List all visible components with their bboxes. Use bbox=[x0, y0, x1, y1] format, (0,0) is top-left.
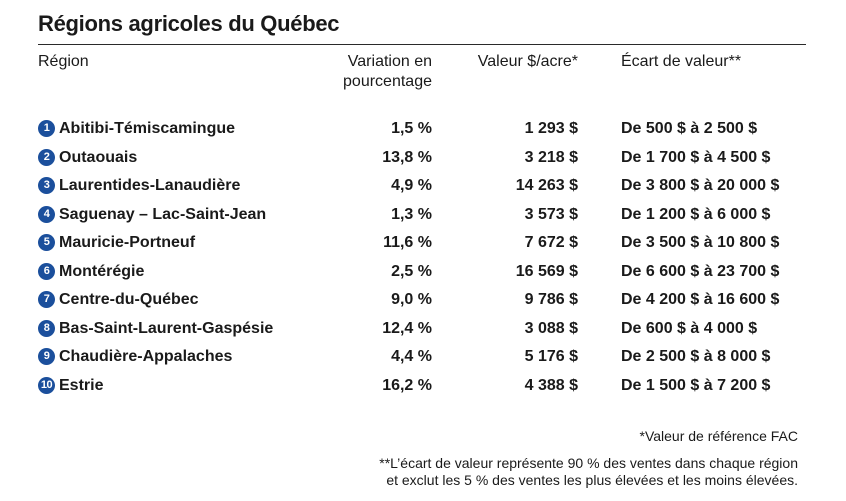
region-ecart: De 6 600 $ à 23 700 $ bbox=[621, 262, 780, 280]
region-name: Mauricie-Portneuf bbox=[59, 234, 196, 251]
region-name: Estrie bbox=[59, 376, 104, 394]
region-variation: 2,5 % bbox=[391, 262, 432, 280]
region-ecart: De 3 500 $ à 10 800 $ bbox=[621, 234, 780, 251]
region-ecart: De 3 800 $ à 20 000 $ bbox=[621, 177, 780, 194]
region-name: Centre-du-Québec bbox=[59, 291, 199, 308]
table-row: 9 Chaudière-Appalaches 4,4 % 5 176 $ De 2 50… bbox=[0, 346, 846, 375]
region-name: Abitibi-Témiscamingue bbox=[59, 120, 236, 137]
region-number-badge: 9 bbox=[38, 348, 55, 365]
region-number-badge: 3 bbox=[38, 177, 55, 194]
region-ecart: De 4 200 $ à 16 600 $ bbox=[621, 291, 780, 308]
region-valeur: 1 293 $ bbox=[524, 120, 578, 137]
region-ecart: De 500 $ à 2 500 $ bbox=[621, 120, 758, 137]
region-variation: 11,6 % bbox=[383, 234, 432, 251]
note-ecart-line1: **L’écart de valeur représente 90 % des … bbox=[379, 455, 798, 471]
region-number-badge: 10 bbox=[38, 376, 55, 394]
header-variation-line2: pourcentage bbox=[343, 73, 432, 90]
region-number-badge: 5 bbox=[38, 234, 55, 251]
header-variation: Variation en pourcentage bbox=[343, 52, 432, 92]
note-ecart: **L’écart de valeur représente 90 % des … bbox=[379, 455, 798, 489]
region-variation: 12,4 % bbox=[382, 319, 432, 337]
note-reference: *Valeur de référence FAC bbox=[639, 428, 799, 444]
region-number-badge: 4 bbox=[38, 205, 55, 223]
region-name: Outaouais bbox=[59, 148, 138, 166]
region-valeur: 3 573 $ bbox=[524, 205, 578, 223]
table-row: 10 Estrie 16,2 % 4 388 $ De 1 500 $ à 7 200 … bbox=[0, 375, 846, 404]
note-ecart-line2: et exclut les 5 % des ventes les plus él… bbox=[386, 472, 798, 488]
region-number-badge: 7 bbox=[38, 291, 55, 308]
region-valeur: 5 176 $ bbox=[524, 348, 578, 365]
region-valeur: 14 263 $ bbox=[515, 177, 578, 194]
region-variation: 16,2 % bbox=[382, 376, 432, 394]
header-ecart: Écart de valeur** bbox=[621, 53, 742, 70]
region-name: Laurentides-Lanaudière bbox=[59, 177, 241, 194]
table-row: 5 Mauricie-Portneuf 11,6 % 7 672 $ De 3 500 … bbox=[0, 232, 846, 261]
table-row: 7 Centre-du-Québec 9,0 % 9 786 $ De 4 200 $ … bbox=[0, 289, 846, 318]
region-valeur: 3 218 $ bbox=[524, 148, 578, 166]
header-variation-line1: Variation en bbox=[347, 53, 432, 70]
region-valeur: 3 088 $ bbox=[524, 319, 578, 337]
region-name: Montérégie bbox=[59, 262, 145, 280]
region-valeur: 16 569 $ bbox=[515, 262, 578, 280]
region-variation: 1,5 % bbox=[391, 120, 432, 137]
region-ecart: De 1 700 $ à 4 500 $ bbox=[621, 148, 771, 166]
table-row: 1 Abitibi-Témiscamingue 1,5 % 1 293 $ De 500… bbox=[0, 118, 846, 147]
region-valeur: 4 388 $ bbox=[524, 376, 578, 394]
region-number-badge: 8 bbox=[38, 319, 55, 337]
table-row: 8 Bas-Saint-Laurent-Gaspésie 12,4 % 3 088 $… bbox=[0, 318, 846, 347]
page-title: Régions agricoles du Québec bbox=[38, 11, 340, 36]
region-table: 1 Abitibi-Témiscamingue 1,5 % 1 293 $ De 500… bbox=[0, 118, 846, 403]
header-valeur: Valeur $/acre* bbox=[477, 53, 578, 70]
region-variation: 4,9 % bbox=[391, 177, 432, 194]
table-row: 2 Outaouais 13,8 % 3 218 $ De 1 700 $ à 4 50… bbox=[0, 147, 846, 176]
table-row: 4 Saguenay – Lac-Saint-Jean 1,3 % 3 573 $ De… bbox=[0, 204, 846, 233]
region-ecart: De 1 200 $ à 6 000 $ bbox=[621, 205, 771, 223]
title-divider bbox=[38, 44, 806, 45]
region-number-badge: 6 bbox=[38, 262, 55, 280]
region-variation: 1,3 % bbox=[391, 205, 432, 223]
region-ecart: De 2 500 $ à 8 000 $ bbox=[621, 348, 771, 365]
region-variation: 4,4 % bbox=[391, 348, 432, 365]
region-number-badge: 2 bbox=[38, 148, 55, 166]
region-variation: 9,0 % bbox=[391, 291, 432, 308]
region-ecart: De 600 $ à 4 000 $ bbox=[621, 319, 758, 337]
region-number-badge: 1 bbox=[38, 120, 55, 137]
region-name: Chaudière-Appalaches bbox=[59, 348, 233, 365]
region-name: Saguenay – Lac-Saint-Jean bbox=[59, 205, 267, 223]
header-region: Région bbox=[38, 53, 89, 70]
table-row: 3 Laurentides-Lanaudière 4,9 % 14 263 $ De 3… bbox=[0, 175, 846, 204]
region-ecart: De 1 500 $ à 7 200 $ bbox=[621, 376, 771, 394]
region-valeur: 9 786 $ bbox=[524, 291, 578, 308]
region-name: Bas-Saint-Laurent-Gaspésie bbox=[59, 319, 274, 337]
region-variation: 13,8 % bbox=[382, 148, 432, 166]
table-row: 6 Montérégie 2,5 % 16 569 $ De 6 600 $ à 23 … bbox=[0, 261, 846, 290]
region-valeur: 7 672 $ bbox=[524, 234, 578, 251]
